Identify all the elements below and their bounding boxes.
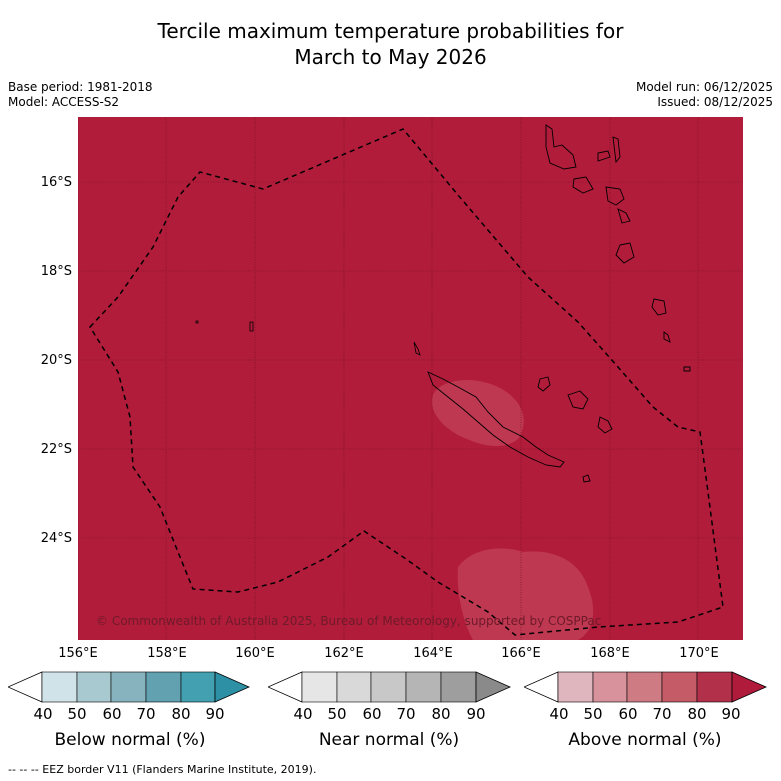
probability-patch-south bbox=[457, 548, 594, 640]
model-name: Model: ACCESS-S2 bbox=[8, 95, 120, 109]
lon-label-162e: 162°E bbox=[324, 646, 364, 661]
lon-label-160e: 160°E bbox=[235, 646, 275, 661]
colorbar-below-band-4 bbox=[145, 671, 182, 703]
new-caledonia-island bbox=[427, 371, 565, 468]
copyright-text: © Commonwealth of Australia 2025, Bureau… bbox=[96, 614, 602, 628]
near-tick-80: 80 bbox=[431, 705, 451, 723]
base-period: Base period: 1981-2018 bbox=[8, 80, 153, 94]
colorbar-below-band-3 bbox=[110, 671, 147, 703]
above-tick-90: 90 bbox=[721, 705, 741, 723]
colorbar-near-normal bbox=[268, 671, 511, 703]
lon-label-170e: 170°E bbox=[679, 646, 719, 661]
colorbar-below-right-arrow bbox=[214, 671, 250, 703]
colorbar-above-left-arrow bbox=[524, 671, 559, 703]
below-tick-90: 90 bbox=[205, 705, 225, 723]
near-tick-70: 70 bbox=[396, 705, 416, 723]
probability-patch-north bbox=[431, 380, 524, 447]
colorbar-near-band-2 bbox=[336, 671, 372, 703]
below-tick-80: 80 bbox=[171, 705, 191, 723]
eez-legend-footer: -- -- -- EEZ border V11 (Flanders Marine… bbox=[8, 763, 317, 776]
map-background bbox=[78, 117, 743, 640]
map-title: Tercile maximum temperature probabilitie… bbox=[0, 18, 781, 70]
near-tick-40: 40 bbox=[293, 705, 313, 723]
colorbar-below-normal bbox=[8, 671, 250, 703]
colorbar-below-band-5 bbox=[180, 671, 216, 703]
lon-label-168e: 168°E bbox=[590, 646, 630, 661]
gridlines bbox=[78, 117, 743, 640]
near-tick-60: 60 bbox=[362, 705, 382, 723]
colorbar-above-band-1 bbox=[557, 671, 594, 703]
above-tick-80: 80 bbox=[687, 705, 707, 723]
below-tick-60: 60 bbox=[102, 705, 122, 723]
colorbar-near-band-4 bbox=[405, 671, 442, 703]
below-normal-label: Below normal (%) bbox=[54, 730, 206, 750]
colorbar-near-band-1 bbox=[301, 671, 338, 703]
loyalty-islands bbox=[537, 376, 613, 483]
colorbar-above-band-5 bbox=[696, 671, 733, 703]
lat-label-16s: 16°S bbox=[40, 175, 72, 190]
meta-left: Base period: 1981-2018 Model: ACCESS-S2 bbox=[8, 80, 153, 110]
above-tick-50: 50 bbox=[583, 705, 603, 723]
above-tick-60: 60 bbox=[618, 705, 638, 723]
colorbar-near-left-arrow bbox=[268, 671, 303, 703]
colorbar-above-normal bbox=[524, 671, 767, 703]
eez-border bbox=[89, 128, 724, 636]
title-line-2: March to May 2026 bbox=[294, 45, 487, 69]
above-tick-70: 70 bbox=[652, 705, 672, 723]
colorbar-above-band-3 bbox=[626, 671, 663, 703]
small-islands-west bbox=[195, 320, 254, 332]
lat-label-18s: 18°S bbox=[40, 264, 72, 279]
model-run: Model run: 06/12/2025 bbox=[635, 80, 773, 94]
lat-label-24s: 24°S bbox=[40, 531, 72, 546]
colorbar-near-band-3 bbox=[370, 671, 407, 703]
lon-label-156e: 156°E bbox=[58, 646, 98, 661]
above-tick-40: 40 bbox=[549, 705, 569, 723]
colorbar-below-band-1 bbox=[41, 671, 78, 703]
below-tick-70: 70 bbox=[136, 705, 156, 723]
colorbar-above-right-arrow bbox=[731, 671, 767, 703]
colorbar-near-right-arrow bbox=[475, 671, 511, 703]
near-tick-50: 50 bbox=[327, 705, 347, 723]
colorbar-above-band-2 bbox=[592, 671, 628, 703]
meta-right: Model run: 06/12/2025 Issued: 08/12/2025 bbox=[636, 80, 773, 110]
colorbar-below-left-arrow bbox=[8, 671, 43, 703]
vanuatu-islands bbox=[545, 124, 691, 372]
near-tick-90: 90 bbox=[466, 705, 486, 723]
issued-date: Issued: 08/12/2025 bbox=[657, 95, 773, 109]
colorbar-above-band-4 bbox=[661, 671, 698, 703]
below-tick-40: 40 bbox=[33, 705, 53, 723]
colorbar-near-band-5 bbox=[440, 671, 477, 703]
map-panel bbox=[78, 117, 743, 640]
colorbar-below-band-2 bbox=[76, 671, 112, 703]
lon-label-158e: 158°E bbox=[147, 646, 187, 661]
below-tick-50: 50 bbox=[67, 705, 87, 723]
above-normal-label: Above normal (%) bbox=[568, 730, 722, 750]
near-normal-label: Near normal (%) bbox=[318, 730, 460, 750]
isle-of-pines bbox=[413, 341, 421, 356]
lat-label-22s: 22°S bbox=[40, 442, 72, 457]
lat-label-20s: 20°S bbox=[40, 353, 72, 368]
title-line-1: Tercile maximum temperature probabilitie… bbox=[157, 19, 624, 43]
lon-label-164e: 164°E bbox=[413, 646, 453, 661]
lon-label-166e: 166°E bbox=[501, 646, 541, 661]
